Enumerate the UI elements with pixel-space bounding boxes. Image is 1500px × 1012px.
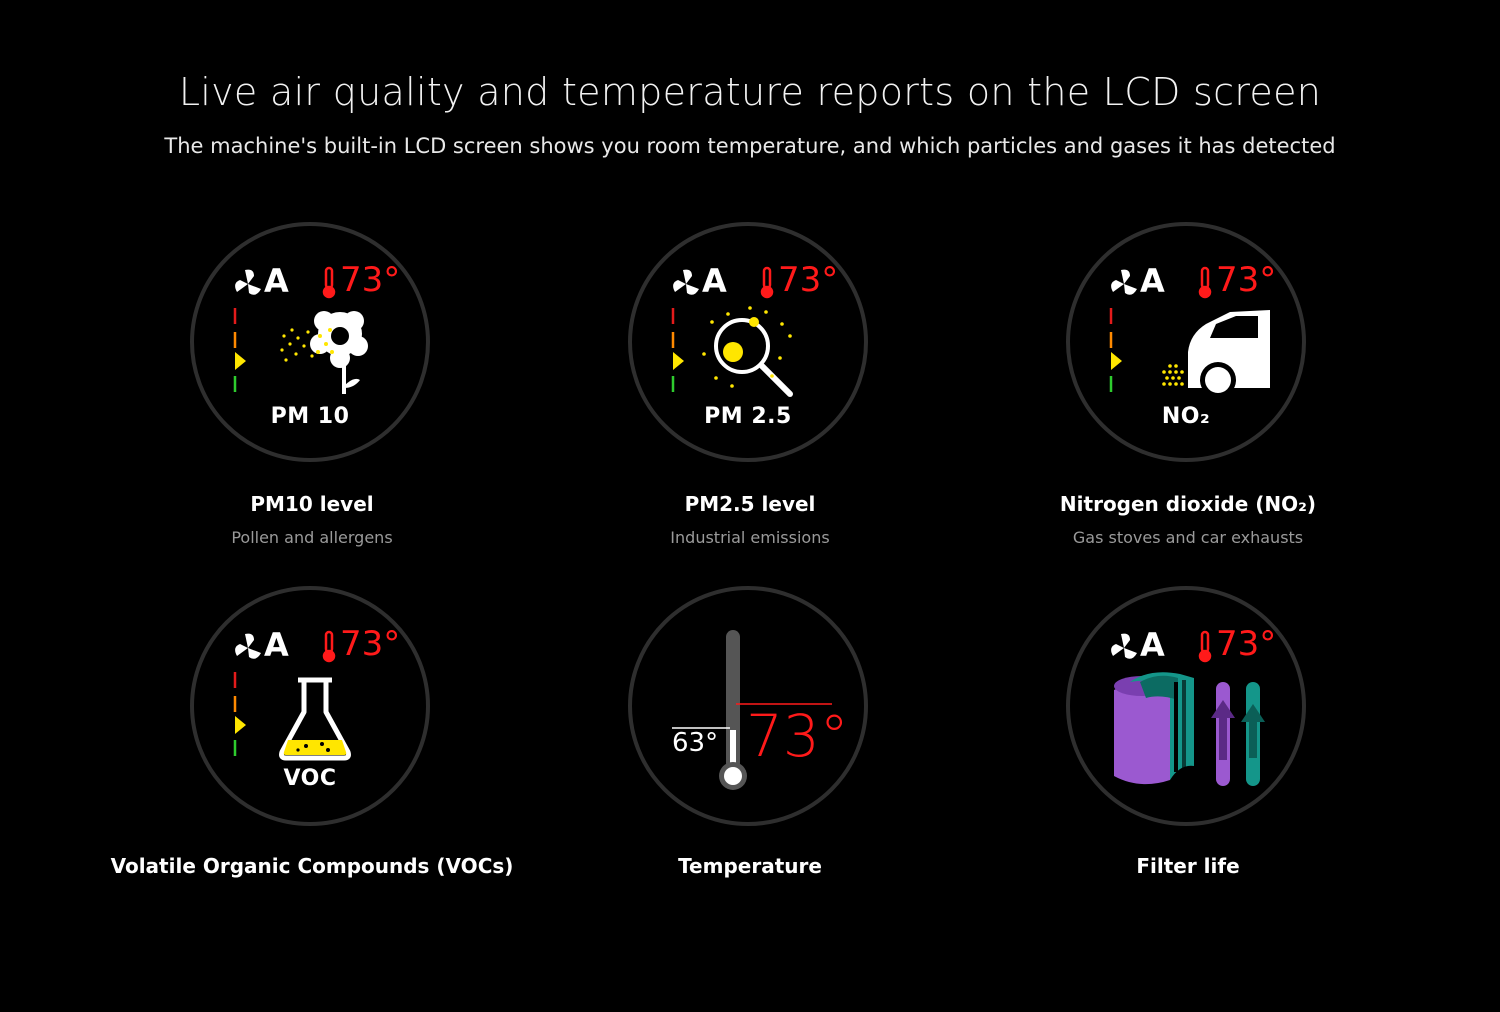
level-indicator [671,308,684,392]
target-temperature: 73° [746,702,849,770]
pollutant-label: VOC [283,766,337,791]
tile-subtitle: Gas stoves and car exhausts [1072,528,1304,547]
thermometer-gauge-icon [672,630,832,790]
filter-life-icon [1114,672,1265,786]
auto-mode-indicator: A [1140,626,1165,664]
level-indicator [233,308,246,392]
temperature-readout: 73° [778,260,839,300]
auto-mode-indicator: A [1140,262,1165,300]
pollutant-label: PM 10 [270,404,350,429]
tile-title: Filter life [1136,854,1240,878]
tile-pm10: A 73° PM 10 PM10 level Pollen and allerg… [92,222,532,562]
tile-pm25: A 73° PM 2.5 PM2.5 level Industrial emis… [530,222,970,562]
thermometer-icon [322,266,336,299]
tile-filter-life: A 73° Filter life [968,586,1408,896]
lcd-screen: A 73° VOC [190,586,430,826]
fan-icon [1111,269,1137,295]
lcd-screen: A 73° PM 2.5 [628,222,868,462]
headline: Live air quality and temperature reports… [178,70,1322,114]
level-indicator [1109,308,1122,392]
tile-temperature: 63° 73° Temperature [530,586,970,896]
auto-mode-indicator: A [264,626,289,664]
tile-subtitle: Industrial emissions [670,528,830,547]
magnifier-particles-icon [702,306,793,397]
fan-icon [673,269,699,295]
current-temperature: 63° [672,728,719,758]
tile-voc: A 73° VOC Volatile Organic Compounds (VO… [92,586,532,896]
tile-title: Volatile Organic Compounds (VOCs) [110,854,514,878]
pollutant-label: PM 2.5 [704,404,792,429]
temperature-readout: 73° [340,624,401,664]
auto-mode-indicator: A [264,262,289,300]
temperature-readout: 73° [340,260,401,300]
car-exhaust-icon [1162,310,1270,398]
tile-subtitle: Pollen and allergens [231,528,393,547]
flask-icon [279,677,351,761]
fan-icon [1111,633,1137,659]
tile-title: PM10 level [250,492,374,516]
thermometer-icon [1198,630,1212,663]
temperature-readout: 73° [1216,260,1277,300]
lcd-screen: A 73° [1066,586,1306,826]
auto-mode-indicator: A [702,262,727,300]
pollen-flower-icon [280,311,368,394]
thermometer-icon [760,266,774,299]
lcd-screen: 63° 73° [628,586,868,826]
fan-icon [235,269,261,295]
tile-title: Temperature [678,854,822,878]
thermometer-icon [1198,266,1212,299]
thermometer-icon [322,630,336,663]
tile-no2: A 73° NO₂ Nitrogen dioxide (NO₂) Gas sto… [968,222,1408,562]
lcd-screen: A 73° PM 10 [190,222,430,462]
fan-icon [235,633,261,659]
pollutant-label: NO₂ [1161,404,1211,429]
lcd-screen: A 73° NO₂ [1066,222,1306,462]
subheadline: The machine's built-in LCD screen shows … [164,134,1336,158]
temperature-readout: 73° [1216,624,1277,664]
level-indicator [233,672,246,756]
tile-title: PM2.5 level [684,492,816,516]
tile-title: Nitrogen dioxide (NO₂) [1059,492,1317,516]
